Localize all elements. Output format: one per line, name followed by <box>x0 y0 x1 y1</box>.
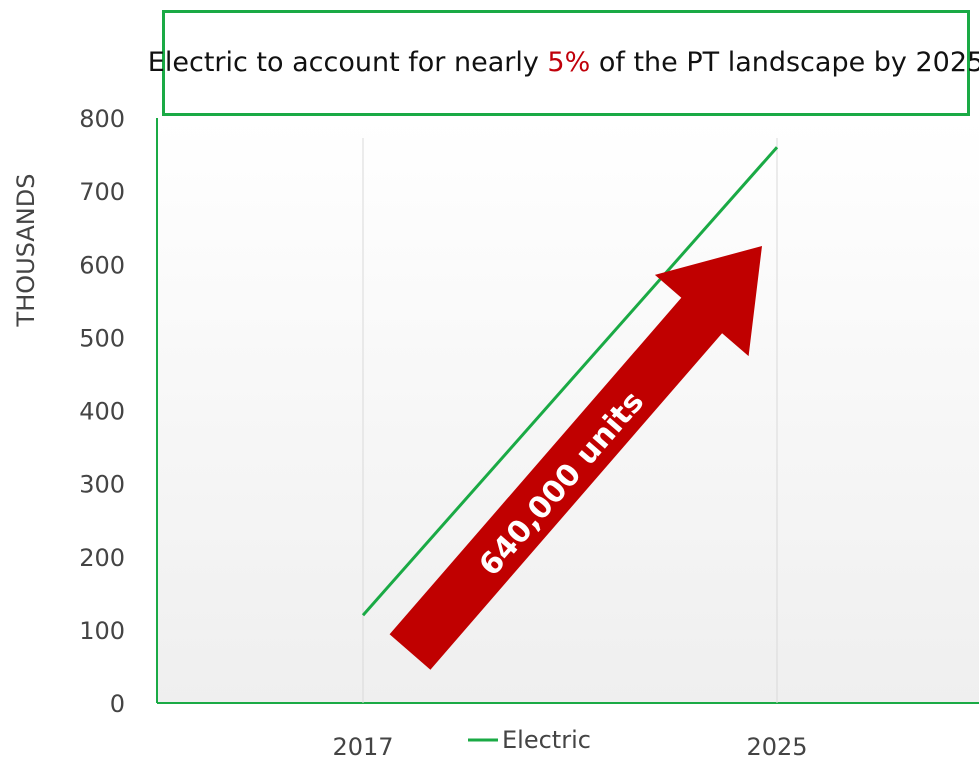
legend: Electric <box>468 726 591 754</box>
x-tick-label: 2017 <box>332 733 393 760</box>
y-tick-label: 100 <box>79 617 125 645</box>
legend-label-electric: Electric <box>502 726 591 754</box>
y-tick-label: 600 <box>79 251 125 279</box>
y-tick-label: 700 <box>79 178 125 206</box>
title-highlight: 5% <box>547 47 591 79</box>
plot-background <box>157 118 979 703</box>
chart-title: Electric to account for nearly 5% of the… <box>148 10 979 116</box>
title-text-part1: Electric to account for nearly <box>147 47 548 79</box>
y-tick-label: 400 <box>79 398 125 426</box>
series-line-electric <box>361 146 779 617</box>
title-text-part2: of the PT landscape by 2025 <box>590 47 979 79</box>
y-tick-label: 0 <box>110 690 125 718</box>
arrow-shape <box>389 246 762 670</box>
y-tick-label: 300 <box>79 471 125 499</box>
y-tick-label: 200 <box>79 544 125 572</box>
y-axis-label: THOUSANDS <box>12 174 40 328</box>
y-tick-label: 500 <box>79 324 125 352</box>
y-tick-label: 800 <box>79 105 125 133</box>
x-tick-label: 2025 <box>746 733 807 760</box>
